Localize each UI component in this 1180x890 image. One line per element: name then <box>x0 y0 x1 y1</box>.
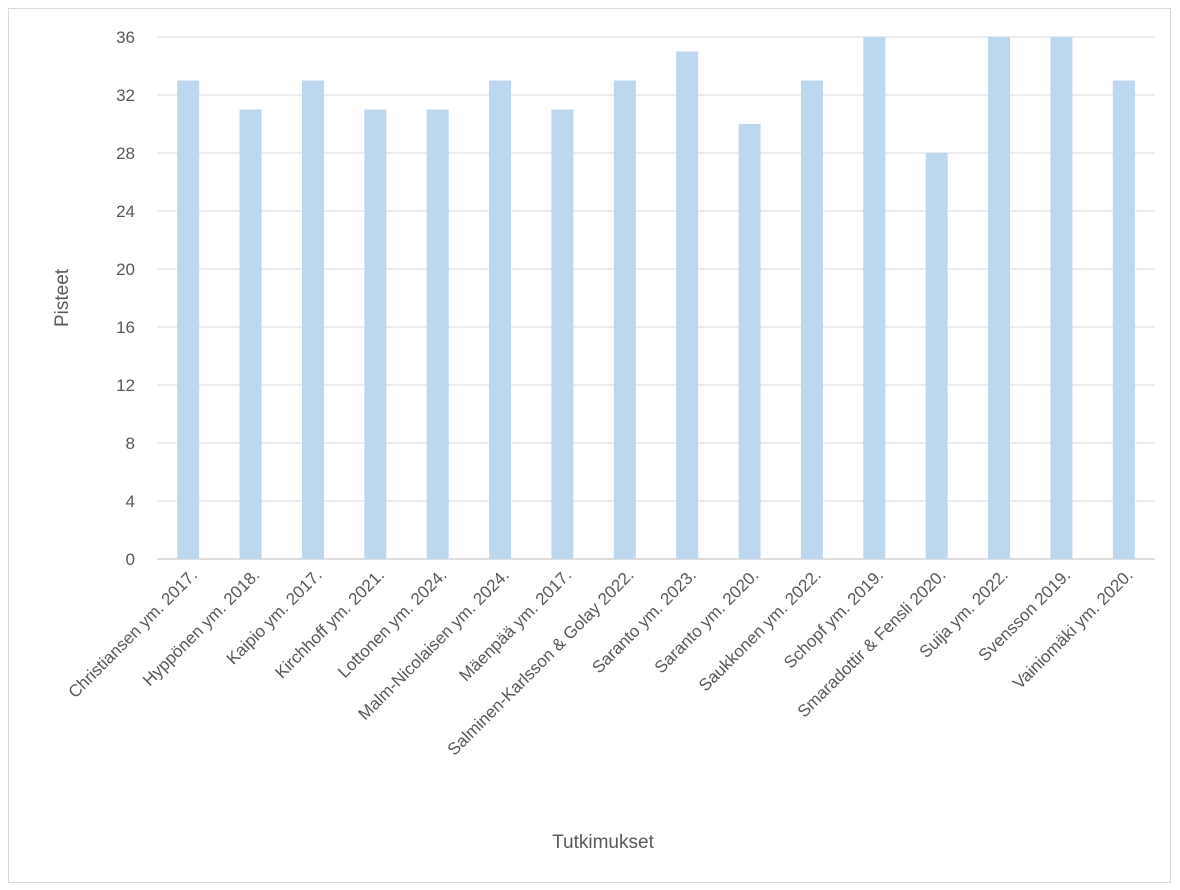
bar <box>489 80 512 559</box>
bar <box>239 109 262 559</box>
x-tick-label: Hyppönen ym. 2018. <box>139 565 263 689</box>
x-tick-label: Kirchhoff ym. 2021. <box>271 565 388 682</box>
y-axis-title: Pisteet <box>52 268 73 327</box>
x-tick-label: Vainiomäki ym. 2020. <box>1009 565 1136 692</box>
bar <box>925 153 948 559</box>
bar <box>1112 80 1135 559</box>
y-tick-label: 28 <box>116 144 135 163</box>
bar <box>800 80 823 559</box>
y-tick-label: 16 <box>116 318 135 337</box>
y-tick-label: 24 <box>116 202 135 221</box>
x-axis-title: Tutkimukset <box>552 832 654 853</box>
bar <box>863 37 886 559</box>
bar <box>676 51 699 559</box>
bar <box>177 80 200 559</box>
x-tick-label: Lottonen ym. 2024. <box>334 565 450 681</box>
y-tick-label: 0 <box>126 550 135 569</box>
bar <box>738 124 761 559</box>
bar <box>988 37 1011 559</box>
bar <box>551 109 574 559</box>
y-tick-label: 20 <box>116 260 135 279</box>
x-tick-label: Saranto ym. 2023. <box>588 565 700 677</box>
x-tick-label: Saranto ym. 2020. <box>651 565 763 677</box>
y-tick-label: 36 <box>116 28 135 47</box>
bar <box>613 80 636 559</box>
y-tick-label: 8 <box>126 434 135 453</box>
y-tick-label: 32 <box>116 86 135 105</box>
bar <box>301 80 324 559</box>
x-tick-label: Mäenpää ym. 2017. <box>456 565 576 685</box>
bar <box>364 109 387 559</box>
x-tick-label: Saukkonen ym. 2022. <box>695 565 825 695</box>
y-tick-label: 12 <box>116 376 135 395</box>
bar <box>426 109 449 559</box>
bar <box>1050 37 1073 559</box>
y-tick-label: 4 <box>126 492 135 511</box>
chart-frame <box>8 8 1171 883</box>
